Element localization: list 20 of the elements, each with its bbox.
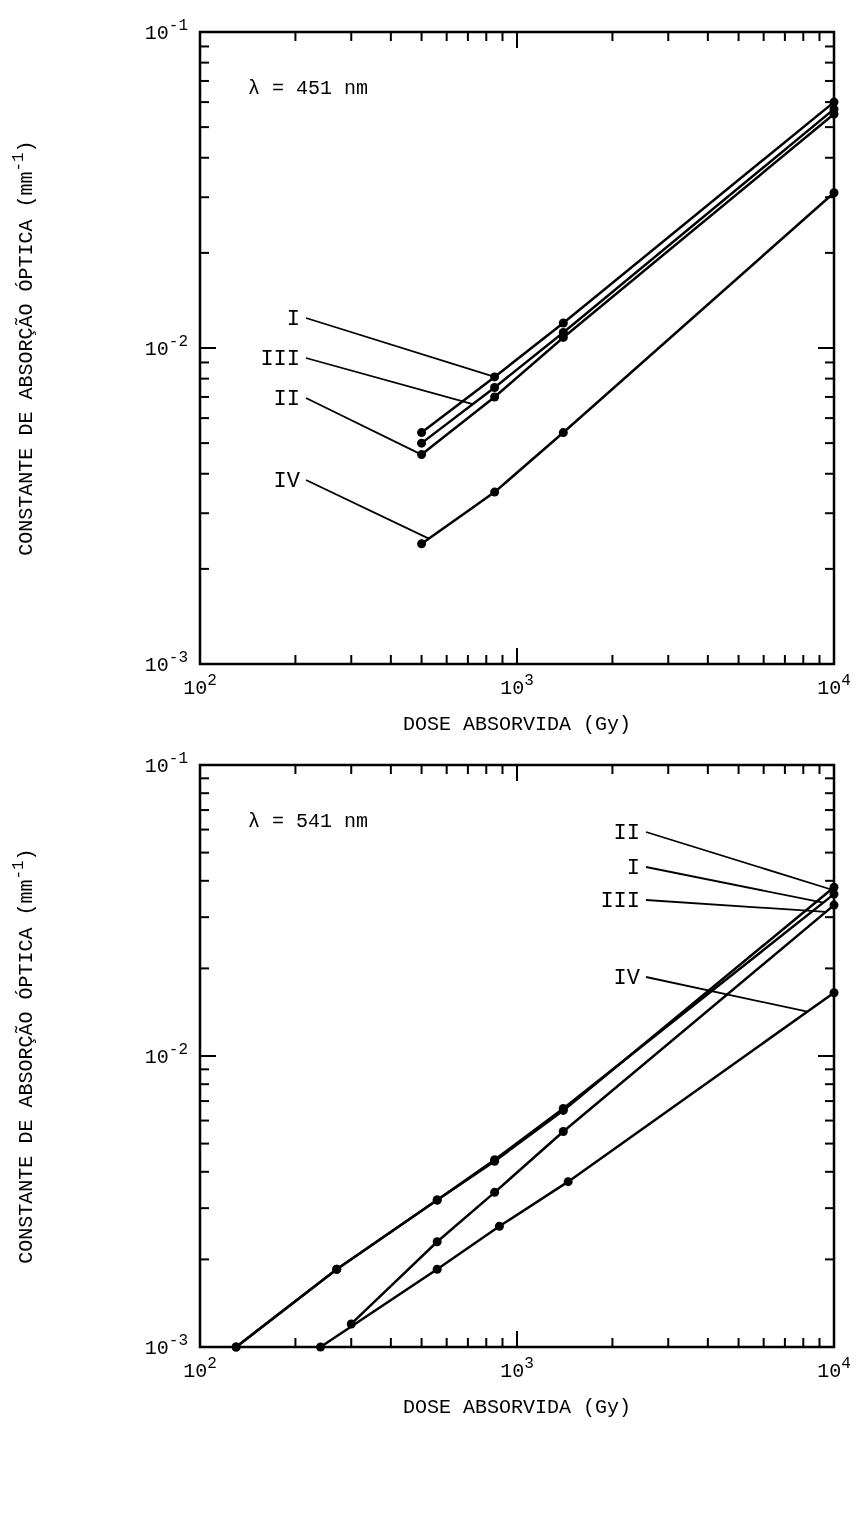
annotation: λ = 541 nm <box>248 810 369 833</box>
text: I <box>286 307 300 332</box>
text: IV <box>613 966 641 991</box>
text: I <box>626 856 640 881</box>
annotation: λ = 451 nm <box>248 77 369 100</box>
x-tick-label: 10$^{4}$ <box>817 1355 851 1383</box>
legend-label: III <box>260 347 300 372</box>
text: II <box>613 821 640 846</box>
y-tick-label: 10$^{-2}$ <box>144 333 188 361</box>
y-tick-label: 10$^{-1}$ <box>144 17 188 45</box>
text: III <box>600 889 640 914</box>
text: II <box>273 387 300 412</box>
x-tick-label: 10$^{4}$ <box>817 672 851 700</box>
x-axis-title: DOSE ABSORVIDA (Gy) <box>402 1396 632 1419</box>
x-tick-label: 10$^{3}$ <box>500 1355 534 1383</box>
y-tick-label: 10$^{-1}$ <box>144 750 188 778</box>
y-tick-label: 10$^{-2}$ <box>144 1041 188 1069</box>
text: IV <box>273 469 301 494</box>
x-axis-title: DOSE ABSORVIDA (Gy) <box>402 713 632 736</box>
x-tick-label: 10$^{3}$ <box>500 672 534 700</box>
